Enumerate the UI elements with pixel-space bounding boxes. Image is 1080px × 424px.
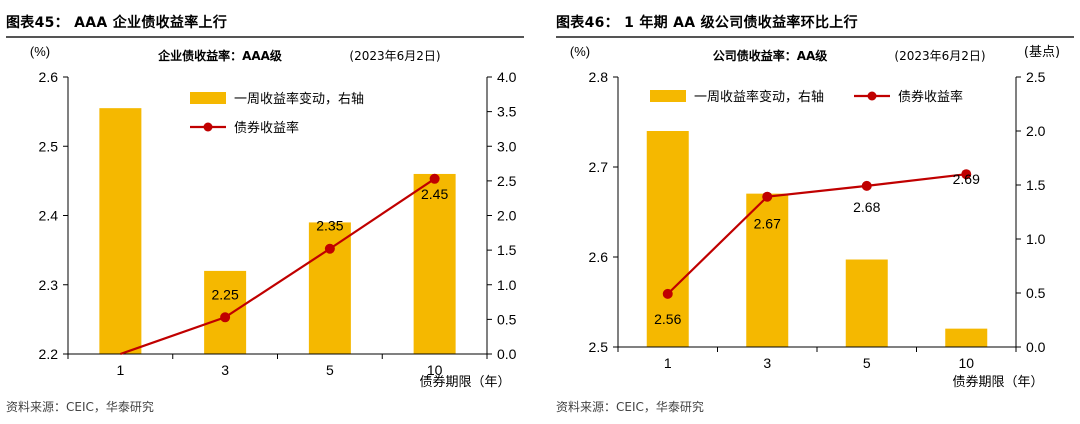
- data-label-3: 2.25: [212, 286, 239, 302]
- bar-1: [646, 131, 689, 347]
- left-tick-label: 2.6: [589, 249, 609, 265]
- chart-title: 企业债收益率：AAA级: [157, 48, 282, 63]
- source-note: 资料来源：CEIC，华泰研究: [556, 400, 704, 414]
- chart-45: 企业债收益率：AAA级 (2023年6月2日) (%) 2.2 2.3 2.4 2.5 2.6…: [30, 44, 517, 390]
- right-axis-unit: (基点): [1024, 45, 1060, 60]
- left-tick-label: 2.5: [39, 138, 59, 154]
- x-tick-label-10: 10: [958, 355, 974, 371]
- bar-10: [945, 328, 988, 347]
- yield-point-1: [662, 288, 673, 299]
- bar-10: [413, 173, 456, 354]
- x-axis-label: 债券期限（年）: [952, 374, 1043, 390]
- figure-title: 图表45： AAA 企业债收益率上行: [6, 15, 228, 31]
- left-axis-unit: (%): [570, 44, 590, 59]
- date-label: (2023年6月2日): [894, 49, 985, 63]
- right-tick-label: 4.0: [497, 69, 517, 85]
- data-label-3: 2.67: [754, 216, 781, 232]
- right-tick-label: 1.5: [1026, 177, 1046, 193]
- right-tick-label: 2.0: [497, 208, 517, 224]
- figure-45-panel: 图表45： AAA 企业债收益率上行 企业债收益率：AAA级 (2023年6月2日…: [0, 0, 530, 424]
- right-tick-label: 0.5: [497, 311, 517, 327]
- right-tick-label: 1.0: [1026, 231, 1046, 247]
- right-tick-label: 2.5: [1026, 69, 1046, 85]
- source-note: 资料来源：CEIC，华泰研究: [6, 400, 154, 414]
- date-label: (2023年6月2日): [349, 49, 440, 63]
- yield-point-5: [324, 243, 335, 254]
- right-tick-label: 3.0: [497, 138, 517, 154]
- right-tick-label: 0.0: [497, 346, 517, 362]
- yield-point-3: [220, 312, 231, 323]
- title-rule: [556, 36, 1074, 38]
- legend-line-label: 债券收益率: [234, 120, 299, 136]
- legend-line-label: 债券收益率: [898, 89, 963, 105]
- left-tick-label: 2.5: [589, 339, 609, 355]
- bar-5: [308, 222, 351, 354]
- figure-46-panel: 图表46： 1 年期 AA 级公司债收益率环比上行 公司债收益率：AA级 (202…: [550, 0, 1080, 424]
- x-tick-label-3: 3: [221, 362, 229, 378]
- right-tick-label: 2.5: [497, 173, 517, 189]
- left-tick-label: 2.2: [39, 346, 59, 362]
- legend-bar-swatch: [190, 92, 226, 104]
- legend-bar-label: 一周收益率变动，右轴: [234, 91, 364, 107]
- left-tick-label: 2.7: [589, 159, 609, 175]
- left-tick-label: 2.4: [39, 208, 59, 224]
- yield-line: [666, 173, 967, 295]
- yield-point-3: [762, 191, 773, 202]
- right-tick-label: 3.5: [497, 104, 517, 120]
- chart-46: 公司债收益率：AA级 (2023年6月2日) (%) (基点) 2.5 2.6 2.7 2.8…: [570, 44, 1060, 390]
- bar-5: [845, 259, 888, 347]
- right-tick-label: 2.0: [1026, 123, 1046, 139]
- bar-3: [746, 193, 789, 347]
- chart-title: 公司债收益率：AA级: [713, 48, 828, 63]
- x-tick-label-5: 5: [326, 362, 334, 378]
- legend-bar-label: 一周收益率变动，右轴: [694, 89, 824, 105]
- x-axis-label: 债券期限（年）: [419, 374, 510, 390]
- yield-point-10: [961, 169, 972, 180]
- yield-point-10: [429, 173, 440, 184]
- x-tick-label-10: 10: [427, 362, 443, 378]
- yield-point-5: [861, 180, 872, 191]
- right-tick-label: 0.5: [1026, 285, 1046, 301]
- data-label-1: 2.56: [654, 311, 681, 327]
- right-tick-label: 1.0: [497, 277, 517, 293]
- title-rule: [6, 36, 524, 38]
- x-tick-label-1: 1: [664, 355, 672, 371]
- right-tick-label: 1.5: [497, 242, 517, 258]
- data-label-5: 2.68: [853, 199, 880, 215]
- right-tick-label: 0.0: [1026, 339, 1046, 355]
- bar-1: [99, 108, 142, 354]
- legend-bar-swatch: [650, 90, 686, 102]
- left-tick-label: 2.6: [39, 69, 59, 85]
- data-label-10: 2.69: [953, 171, 980, 187]
- data-label-5: 2.35: [316, 218, 343, 234]
- x-tick-label-1: 1: [116, 362, 124, 378]
- x-tick-label-3: 3: [763, 355, 771, 371]
- left-tick-label: 2.3: [39, 277, 59, 293]
- x-tick-label-5: 5: [863, 355, 871, 371]
- yield-line: [120, 177, 436, 356]
- figure-title: 图表46： 1 年期 AA 级公司债收益率环比上行: [556, 15, 858, 31]
- legend-line-marker: [867, 91, 877, 101]
- left-axis-unit: (%): [30, 44, 50, 59]
- data-label-10: 2.45: [421, 186, 448, 202]
- left-tick-label: 2.8: [589, 69, 609, 85]
- legend-line-marker: [203, 122, 213, 132]
